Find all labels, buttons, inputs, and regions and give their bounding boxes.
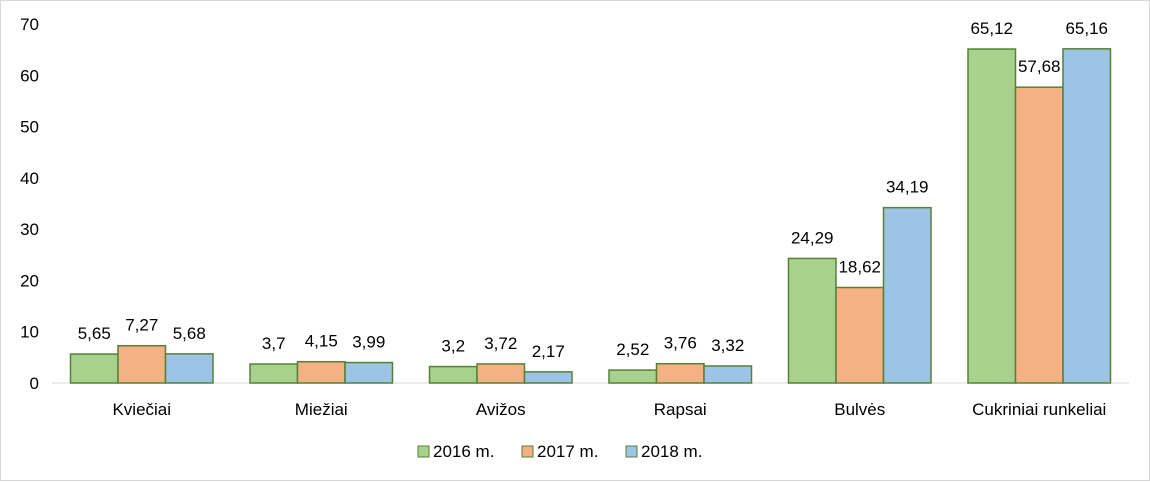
data-label: 18,62	[838, 258, 881, 277]
bar	[787, 257, 837, 384]
bar	[1014, 86, 1064, 384]
y-tick-label: 60	[20, 66, 39, 85]
category-label: Avižos	[476, 400, 526, 419]
legend-label: 2017 m.	[537, 442, 598, 461]
legend-label: 2016 m.	[433, 442, 494, 461]
legend-swatch	[625, 445, 638, 458]
data-label: 2,52	[616, 340, 649, 359]
bar	[1062, 48, 1112, 384]
bar	[249, 363, 299, 384]
data-label: 24,29	[791, 228, 834, 247]
bar	[344, 361, 394, 384]
legend-label: 2018 m.	[641, 442, 702, 461]
bar	[69, 353, 119, 384]
data-label: 65,16	[1065, 19, 1108, 38]
bar	[882, 206, 932, 384]
bar	[703, 365, 753, 384]
category-label: Kviečiai	[112, 400, 171, 419]
category-label: Bulvės	[834, 400, 885, 419]
bar	[835, 286, 885, 384]
bar	[476, 363, 526, 384]
data-label: 2,17	[532, 342, 565, 361]
data-label: 3,32	[711, 336, 744, 355]
legend-swatch	[417, 445, 430, 458]
bar	[523, 371, 573, 384]
data-label: 3,76	[664, 334, 697, 353]
y-tick-label: 70	[20, 15, 39, 34]
bar	[164, 353, 214, 384]
bar	[655, 362, 705, 384]
y-tick-label: 20	[20, 271, 39, 290]
y-tick-label: 40	[20, 169, 39, 188]
category-label: Miežiai	[295, 400, 348, 419]
y-tick-label: 30	[20, 220, 39, 239]
data-label: 3,99	[352, 333, 385, 352]
bar	[117, 344, 167, 384]
y-tick-label: 50	[20, 118, 39, 137]
bar	[608, 369, 658, 384]
y-tick-label: 0	[30, 374, 39, 393]
legend-swatch	[521, 445, 534, 458]
data-label: 7,27	[125, 316, 158, 335]
data-label: 3,7	[262, 334, 286, 353]
bar	[967, 48, 1017, 384]
data-label: 57,68	[1018, 57, 1061, 76]
data-label: 5,68	[173, 324, 206, 343]
data-label: 3,2	[441, 337, 465, 356]
bar	[296, 360, 346, 384]
data-label: 34,19	[886, 178, 929, 197]
y-tick-label: 10	[20, 323, 39, 342]
data-label: 5,65	[78, 324, 111, 343]
data-label: 3,72	[484, 334, 517, 353]
bar	[428, 365, 478, 384]
category-label: Rapsai	[654, 400, 707, 419]
category-label: Cukriniai runkeliai	[972, 400, 1106, 419]
data-label: 65,12	[970, 19, 1013, 38]
data-label: 4,15	[305, 332, 338, 351]
